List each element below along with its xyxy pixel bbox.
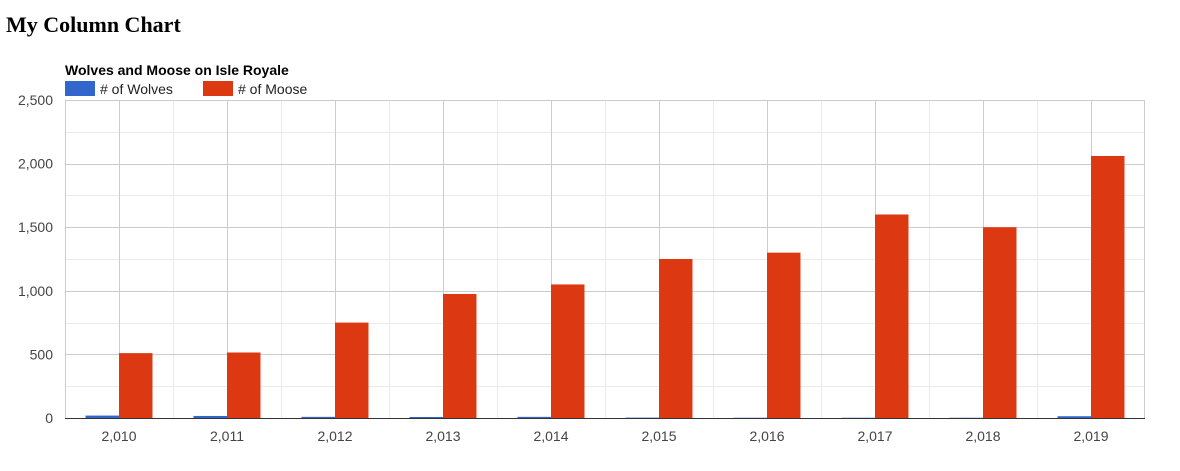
x-tick-label: 2,014 [533, 428, 568, 444]
bar-moose-3[interactable] [443, 293, 477, 418]
bar-moose-1[interactable] [227, 352, 261, 418]
bar-wolves-1[interactable] [193, 415, 227, 418]
bars [65, 155, 1145, 419]
bar-wolves-2[interactable] [301, 416, 335, 418]
x-tick-label: 2,013 [425, 428, 460, 444]
y-tick-label: 2,000 [18, 156, 53, 172]
chart-title: Wolves and Moose on Isle Royale [65, 62, 289, 78]
x-tick-label: 2,015 [641, 428, 676, 444]
y-tick-label: 1,000 [18, 283, 53, 299]
page-heading: My Column Chart [6, 12, 181, 37]
bar-moose-8[interactable] [983, 227, 1017, 418]
bar-wolves-3[interactable] [409, 416, 443, 418]
bar-wolves-9[interactable] [1057, 416, 1091, 418]
bar-moose-7[interactable] [875, 214, 909, 418]
bar-wolves-0[interactable] [85, 415, 119, 418]
bar-wolves-4[interactable] [517, 416, 551, 418]
bar-moose-4[interactable] [551, 284, 585, 418]
legend-swatch-wolves [65, 81, 95, 96]
bar-moose-6[interactable] [767, 252, 801, 418]
y-tick-label: 500 [30, 346, 54, 362]
x-tick-label: 2,010 [101, 428, 136, 444]
x-axis-ticks: 2,010 2,011 2,012 2,013 2,014 2,015 2,016 2,017… [101, 428, 1108, 444]
x-tick-label: 2,016 [749, 428, 784, 444]
bar-moose-5[interactable] [659, 259, 693, 418]
y-tick-label: 2,500 [18, 92, 53, 108]
legend-label-wolves: # of Wolves [100, 81, 173, 97]
x-tick-label: 2,011 [210, 428, 244, 444]
bar-moose-9[interactable] [1091, 155, 1125, 418]
x-tick-label: 2,018 [965, 428, 1000, 444]
x-tick-label: 2,019 [1073, 428, 1108, 444]
legend: # of Wolves # of Moose [65, 81, 307, 97]
legend-swatch-moose [203, 81, 233, 96]
y-tick-label: 1,500 [18, 219, 53, 235]
y-tick-label: 0 [45, 410, 53, 426]
bar-moose-0[interactable] [119, 353, 153, 418]
minor-gridlines [65, 100, 1145, 418]
bar-moose-2[interactable] [335, 322, 369, 418]
x-tick-label: 2,012 [317, 428, 352, 444]
x-tick-label: 2,017 [857, 428, 892, 444]
legend-label-moose: # of Moose [238, 81, 307, 97]
y-axis-ticks: 0 500 1,000 1,500 2,000 2,500 [18, 92, 53, 426]
